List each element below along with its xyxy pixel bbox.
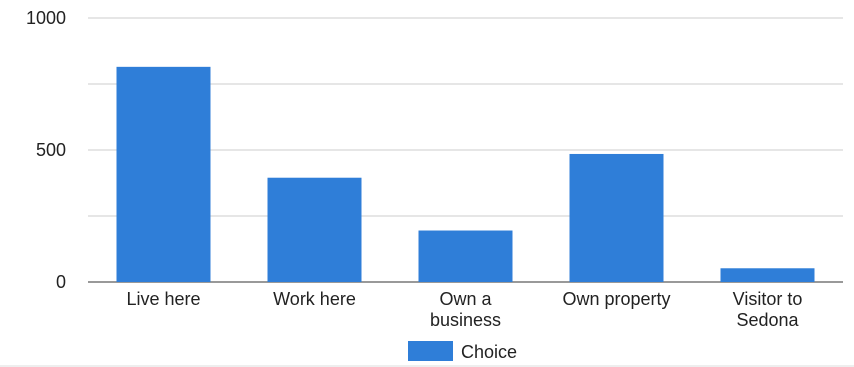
x-tick-label-visitor-to-sedona: Visitor to Sedona — [733, 289, 803, 330]
bar-own-property[interactable] — [569, 153, 664, 282]
legend-label-choice: Choice — [461, 342, 517, 362]
bar-visitor-to-sedona[interactable] — [720, 268, 815, 282]
legend[interactable]: Choice — [408, 341, 517, 362]
x-tick-label-own-a-business: Own a business — [430, 289, 501, 330]
x-tick-label-live-here: Live here — [126, 289, 200, 309]
y-tick-label-1000: 1000 — [26, 8, 66, 28]
bar-live-here[interactable] — [116, 66, 211, 282]
y-tick-label-500: 500 — [36, 140, 66, 160]
x-tick-label-own-property: Own property — [562, 289, 670, 309]
bar-work-here[interactable] — [267, 177, 362, 282]
bars — [116, 66, 815, 282]
x-tick-label-work-here: Work here — [273, 289, 356, 309]
legend-swatch — [408, 341, 453, 361]
bar-own-a-business[interactable] — [418, 230, 513, 282]
x-axis-category-labels: Live here Work here Own a business Own prope… — [126, 289, 802, 330]
y-tick-label-0: 0 — [56, 272, 66, 292]
y-axis-tick-labels: 0 500 1000 — [26, 8, 66, 292]
